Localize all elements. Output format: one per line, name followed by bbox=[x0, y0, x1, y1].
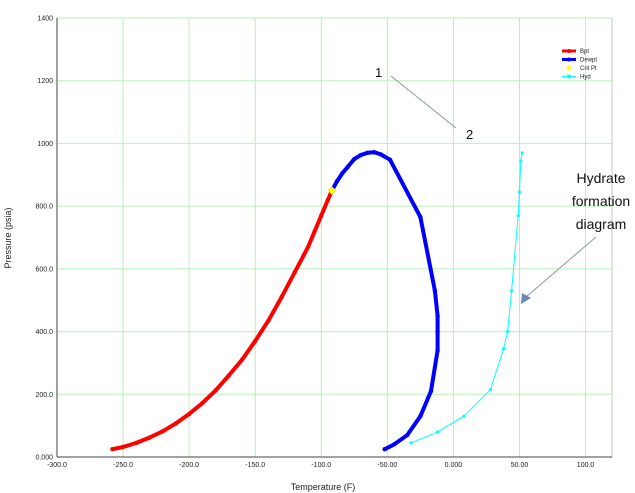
x-tick-label: -250.0 bbox=[113, 462, 133, 469]
y-tick-label: 800.0 bbox=[35, 204, 53, 211]
dewpt-point bbox=[418, 414, 423, 419]
hyd-point bbox=[516, 213, 520, 218]
legend-marker-hyd bbox=[567, 74, 571, 79]
axes: -300.0 -250.0 -200.0 -150.0 -100.0 -50.00 0.00… bbox=[35, 16, 612, 469]
dewpt-point bbox=[340, 171, 345, 176]
bpt-point bbox=[186, 411, 192, 417]
dewpt-point bbox=[404, 432, 410, 438]
dewpt-point bbox=[432, 288, 438, 294]
y-axis-label: Pressure (psia) bbox=[3, 207, 13, 268]
hydrate-arrow-head bbox=[521, 293, 531, 304]
x-axis-label: Temperature (F) bbox=[291, 482, 356, 492]
hydrate-arrow-line bbox=[525, 236, 597, 298]
bpt-point bbox=[325, 197, 331, 203]
bpt-point bbox=[312, 229, 317, 234]
x-tick-label: -300.0 bbox=[47, 462, 67, 469]
annotation-label-1: 1 bbox=[375, 65, 382, 80]
annotations: 1 2 Hydrate formation diagram bbox=[375, 65, 630, 304]
bpt-point bbox=[253, 338, 258, 344]
dewpt-point bbox=[435, 348, 440, 353]
hyd-point bbox=[435, 430, 440, 434]
x-tick-label: 100.0 bbox=[577, 462, 595, 469]
bpt-point bbox=[239, 357, 245, 362]
bpt-point bbox=[319, 213, 324, 218]
bpt-point bbox=[120, 444, 126, 450]
x-tick-label: -50.00 bbox=[377, 462, 397, 469]
hyd-point bbox=[462, 414, 466, 418]
x-tick-label: -100.0 bbox=[311, 462, 331, 469]
hydrate-label-line-1: Hydrate bbox=[576, 170, 625, 186]
hyd-point bbox=[409, 441, 413, 445]
legend-label-crit-pt: Crit Pt bbox=[580, 66, 597, 72]
legend-swatch-crit-pt bbox=[566, 65, 572, 71]
legend-marker-bpt bbox=[567, 49, 571, 53]
series-layer bbox=[110, 150, 524, 452]
dewpt-point bbox=[352, 156, 357, 162]
x-tick-label: -150.0 bbox=[245, 462, 265, 469]
dewpt-point bbox=[418, 214, 423, 220]
dewpt-point bbox=[334, 178, 340, 184]
bpt-point bbox=[200, 400, 205, 406]
hyd-point bbox=[502, 347, 506, 351]
bpt-point bbox=[226, 373, 231, 378]
hyd-point bbox=[517, 190, 522, 194]
y-tick-label: 1200 bbox=[37, 78, 53, 85]
y-tick-label: 1000 bbox=[37, 141, 53, 148]
hydrate-label-line-2: formation bbox=[572, 193, 630, 209]
x-tick-label: -200.0 bbox=[179, 462, 199, 469]
bpt-point bbox=[305, 244, 311, 250]
bpt-point bbox=[213, 388, 218, 393]
hyd-point bbox=[506, 329, 510, 334]
legend-label-bpt: Bpt bbox=[580, 49, 589, 55]
legend: Bpt Dewpt Crit Pt Hyd bbox=[562, 49, 597, 81]
hyd-point bbox=[519, 159, 523, 163]
bpt-point bbox=[160, 429, 165, 434]
bpt-point bbox=[266, 318, 271, 323]
dewpt-point bbox=[345, 164, 350, 170]
dewpt-point bbox=[387, 157, 393, 162]
y-tick-label: 400.0 bbox=[35, 329, 53, 336]
y-tick-label: 600.0 bbox=[35, 266, 53, 273]
y-tick-label: 200.0 bbox=[35, 392, 53, 399]
dewpt-point bbox=[365, 150, 370, 156]
dewpt-point bbox=[428, 388, 434, 394]
annotation-label-2: 2 bbox=[466, 127, 473, 142]
hydrate-label-line-3: diagram bbox=[576, 216, 627, 232]
dewpt-point bbox=[435, 313, 440, 319]
bpt-point bbox=[279, 294, 284, 300]
x-tick-label: 50.00 bbox=[511, 462, 529, 469]
dewpt-point bbox=[382, 446, 387, 452]
hyd-point bbox=[488, 387, 493, 392]
annotation-connector-line bbox=[390, 75, 457, 129]
legend-label-dewpt: Dewpt bbox=[580, 58, 597, 64]
hyd-point bbox=[509, 289, 514, 293]
dewpt-point bbox=[371, 150, 377, 155]
y-tick-label: 1400 bbox=[37, 16, 53, 23]
bpt-point bbox=[110, 446, 115, 452]
dewpt-point bbox=[378, 152, 383, 157]
crit-pt-marker bbox=[327, 186, 337, 195]
legend-marker-dewpt bbox=[567, 57, 571, 62]
hyd-point bbox=[520, 151, 524, 155]
bpt-point bbox=[134, 440, 139, 446]
bpt-series-line bbox=[110, 188, 334, 452]
x-tick-label: 0.000 bbox=[445, 462, 463, 469]
bpt-point bbox=[147, 435, 152, 440]
bpt-point bbox=[292, 269, 298, 275]
dewpt-point bbox=[435, 329, 440, 334]
y-tick-label: 0.000 bbox=[35, 455, 53, 462]
bpt-point bbox=[173, 421, 179, 426]
dewpt-point bbox=[358, 152, 364, 158]
legend-label-hyd: Hyd bbox=[580, 75, 591, 81]
dewpt-point bbox=[391, 442, 397, 447]
